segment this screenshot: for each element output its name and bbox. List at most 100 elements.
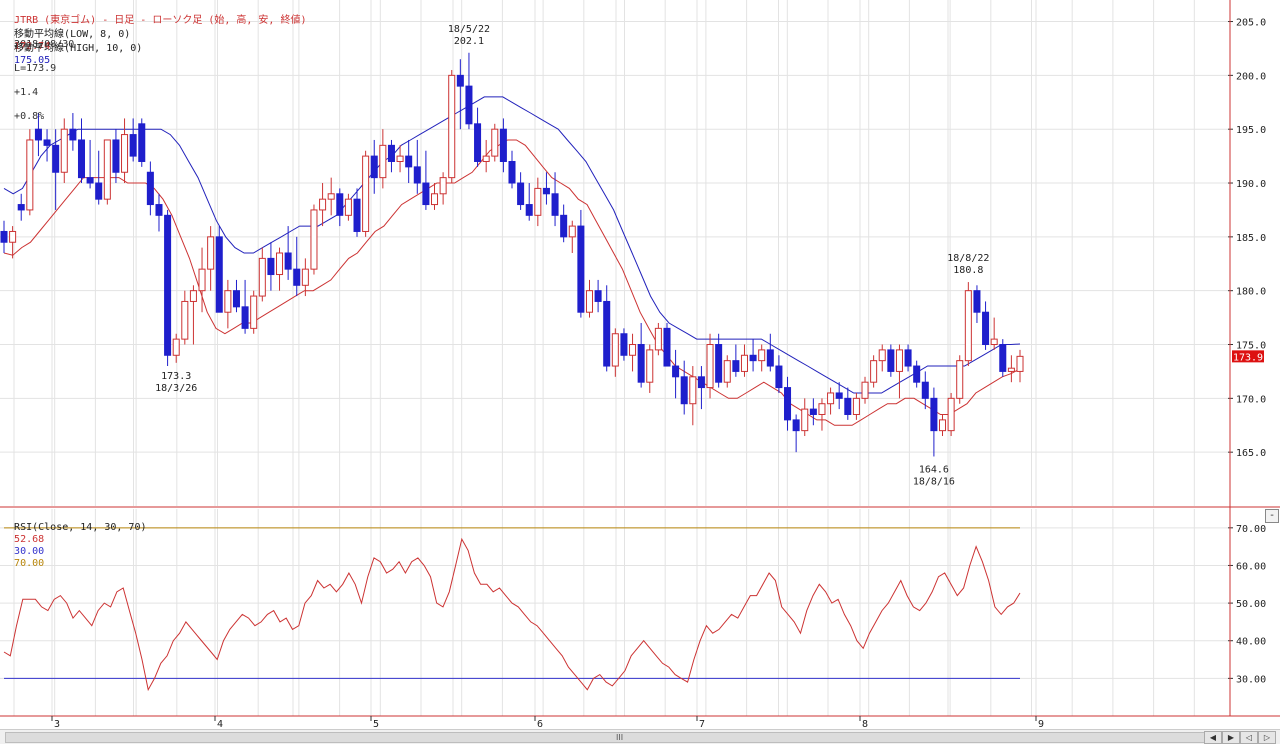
candle-body [990,338,998,346]
zoom-out-button[interactable]: ◁ [1240,731,1258,744]
ma-high-line [3,96,1021,394]
ma-low-line [3,139,1021,426]
candle-body [344,198,352,216]
candle-body [620,333,628,356]
candle-body [809,408,817,415]
scroll-right-button[interactable]: ▶ [1222,731,1240,744]
candle-body [792,419,800,432]
price-tick-label: 195.0 [1236,125,1266,136]
candle-body [52,144,60,173]
price-tick-label: 170.0 [1236,394,1266,405]
candle-body [258,257,266,297]
candle-body [766,349,774,367]
candle-body [430,193,439,206]
rsi-tick-label: 30.00 [1236,674,1266,685]
candle-body [86,177,94,184]
price-tick-label: 175.0 [1236,341,1266,352]
last-price-badge [1232,350,1264,363]
candle-body [577,225,585,313]
candle-body [999,344,1007,372]
candle-body [585,290,594,313]
last-price-badge-label: 173.9 [1233,352,1263,363]
candle-body [465,85,473,125]
rsi-legend: RSI(Close, 14, 30, 70) 52.68 30.00 70.00 [2,510,147,570]
candle-body [60,128,68,173]
candle-body [293,268,301,286]
candle-body [482,155,490,162]
chart-date: 2018/08/30 [14,39,75,50]
rsi-value: 52.68 [14,534,45,545]
candle-body [878,349,886,362]
candle-body [568,225,576,238]
candle-body [362,155,370,232]
candle-body [1007,367,1015,372]
low-annotation-price: 173.3 [161,371,191,382]
candle-body [379,144,387,179]
scroll-left-button[interactable]: ◀ [1204,731,1222,744]
candle-body [560,214,568,238]
candle-body [198,268,206,292]
candle-body [387,144,395,162]
candle-body [232,290,240,308]
candle-body [17,204,25,211]
candle-body [749,354,757,362]
candle-body [250,295,258,329]
price-tick-label: 165.0 [1236,448,1266,459]
candle-body [181,300,189,340]
rsi-tick-label: 70.00 [1236,524,1266,535]
candle-body [439,177,447,195]
candle-body [706,344,714,389]
horizontal-scrollbar[interactable]: III ◀ ▶ ◁ ▷ [0,729,1280,744]
candle-body [603,300,611,367]
high-annotation-date: 18/5/22 [448,24,490,35]
ma-high-label: 移動平均線(HIGH, 10, 0) [14,43,143,54]
rsi-tick-label: 60.00 [1236,561,1266,572]
zoom-in-button[interactable]: ▷ [1258,731,1276,744]
candle-body [594,290,602,302]
candle-body [663,327,671,367]
candle-body [689,376,697,405]
candle-body [775,365,783,389]
candle-body [103,139,111,200]
last-price-readout: L=173.9 [14,63,57,74]
candle-body [758,349,766,362]
candle-body [413,166,421,184]
candle-body [982,311,990,346]
candle-body [517,182,525,206]
candle-body [637,344,645,383]
candle-body [77,139,86,179]
candle-body [138,123,146,162]
price-tick-label: 190.0 [1236,179,1266,190]
candle-body [913,365,921,383]
high-annotation-price: 202.1 [454,36,484,47]
candle-body [921,381,929,399]
candle-body [542,187,550,195]
low2-annotation-price: 164.6 [919,464,949,475]
candle-body [947,397,955,432]
candle-body [164,214,172,356]
scrollbar-thumb[interactable]: III [5,732,1237,743]
candle-body [215,236,223,313]
rsi-label: RSI(Close, 14, 30, 70) [14,522,147,533]
price-change-percent: +0.8% [14,111,45,122]
candle-body [904,349,912,367]
ma-high-legend: 移動平均線(HIGH, 10, 0) 175.05 [2,31,142,67]
rsi-pane-collapse-button[interactable]: - [1265,509,1279,523]
candle-body [146,171,154,206]
candle-body [732,360,740,372]
candle-body [155,204,163,216]
candle-body [189,290,197,302]
candle-body [276,252,284,276]
candle-body [336,193,344,216]
x-tick-label: 9 [1038,719,1044,730]
candle-body [448,74,456,179]
high2-annotation-price: 180.8 [953,265,983,276]
candle-body [456,74,464,87]
candle-body [327,193,335,200]
candle-body [43,139,51,146]
candle-body [835,392,843,399]
candle-body [930,397,938,432]
x-tick-label: 8 [862,719,868,730]
ma-low-label: 移動平均線(LOW, 8, 0) [14,29,131,40]
x-tick-label: 5 [373,719,379,730]
